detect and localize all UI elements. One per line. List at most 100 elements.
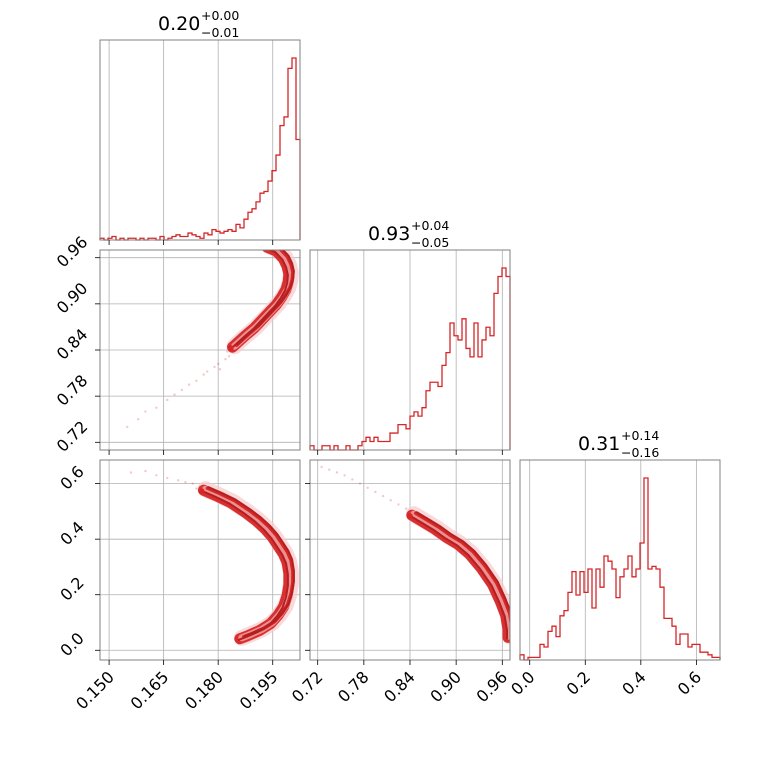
title-plus: +0.04 [411,218,449,233]
sample-point [195,487,198,490]
x-tick-label: 0.78 [334,667,373,706]
hist-panel-2: 0.31 +0.14 −0.16 [519,428,721,661]
sample-point [227,354,231,358]
x-axis-2: 0.0 0.2 0.4 0.6 [507,660,705,699]
x-tick-label: 0.0 [507,667,538,698]
histogram-2 [519,477,721,661]
contour-level [201,490,289,641]
y-axis-2: 0.0 0.2 0.4 0.6 [56,462,100,660]
panel-frame [99,459,301,661]
scatter-panel-0-1 [99,249,301,451]
x-tick-label: 0.195 [236,667,282,713]
sample-point [328,468,331,471]
hist-panel-0: 0.20 +0.00 −0.01 [99,8,301,241]
panel-title-1: 0.93 +0.04 −0.05 [368,218,449,250]
panel-frame [99,39,301,241]
panel-content [100,460,300,660]
x-tick-label: 0.90 [426,667,465,706]
sample-point [224,358,227,361]
sample-point [320,465,323,469]
x-tick-label: 0.150 [72,667,118,713]
panel-content [100,250,300,450]
contour-level [230,250,289,350]
sample-point [184,481,187,484]
sample-point [180,388,184,392]
y-tick-label: 0.78 [53,371,92,410]
histogram-1 [309,267,511,451]
contour-level [405,506,510,645]
x-axis-1: 0.72 0.78 0.84 0.90 0.96 [288,660,511,706]
sample-point [126,425,129,429]
sample-point [381,494,385,498]
sample-point [366,486,369,489]
x-tick-label: 0.96 [473,667,512,706]
sample-point [358,482,362,485]
y-tick-label: 0.0 [56,629,87,660]
scatter-panel-1-2 [309,459,511,661]
x-tick-label: 0.72 [288,667,327,706]
scatter-panel-0-2 [99,459,301,661]
y-tick-label: 0.84 [53,325,92,364]
contour-level [409,515,508,640]
sample-point [397,503,400,506]
hist-panel-1: 0.93 +0.04 −0.05 [309,218,511,451]
x-tick-label: 0.6 [674,667,705,698]
sample-point [187,383,191,386]
histogram-0 [99,57,301,241]
sample-point [195,379,198,382]
title-median: 0.20 [158,13,200,35]
panel-title-2: 0.31 +0.14 −0.16 [578,428,659,460]
sample-point [173,393,176,396]
sample-point [216,362,220,366]
sample-point [351,478,354,481]
contour-blob [227,345,234,352]
sample-point [206,370,209,373]
contour-level [236,250,295,346]
y-tick-label: 0.4 [56,518,87,549]
sample-point [176,479,180,482]
sample-point [335,471,339,474]
sample-point [226,350,229,353]
x-tick-label: 0.165 [127,667,173,713]
contour-level [410,510,510,640]
sample-point [155,474,158,477]
contour-level [415,511,510,615]
contour-level [207,486,295,637]
sample-point [191,482,194,485]
contour-blob [406,513,413,520]
title-minus: −0.01 [201,25,239,40]
sample-point [144,469,147,473]
y-tick-label: 0.96 [53,232,92,271]
x-tick-label: 0.84 [380,667,419,706]
sample-point [166,476,169,480]
sample-point [129,471,133,474]
sample-point [389,499,392,502]
sample-point [404,507,408,510]
y-tick-label: 0.72 [53,417,92,456]
title-minus: −0.16 [621,445,659,460]
sample-point [166,398,169,402]
sample-point [374,490,377,494]
panel-title-0: 0.20 +0.00 −0.01 [158,8,239,40]
sample-point [343,474,346,477]
title-minus: −0.05 [411,235,449,250]
y-tick-label: 0.90 [53,279,92,318]
x-axis-0: 0.150 0.165 0.180 0.195 [72,660,282,713]
y-axis-1: 0.72 0.78 0.84 0.90 0.96 [53,232,100,456]
contour-blob [198,488,205,495]
sample-point [218,368,222,371]
x-tick-label: 0.2 [563,667,594,698]
panel-frame [519,459,721,661]
sample-point [155,406,158,409]
sample-point [213,365,216,369]
sample-point [202,373,205,376]
panel-content [310,460,510,660]
title-plus: +0.14 [621,428,659,443]
y-tick-label: 0.6 [56,462,87,493]
title-plus: +0.00 [201,8,239,23]
title-median: 0.93 [368,223,410,245]
x-tick-label: 0.180 [181,667,227,713]
x-tick-label: 0.4 [618,667,649,698]
sample-point [144,410,147,413]
